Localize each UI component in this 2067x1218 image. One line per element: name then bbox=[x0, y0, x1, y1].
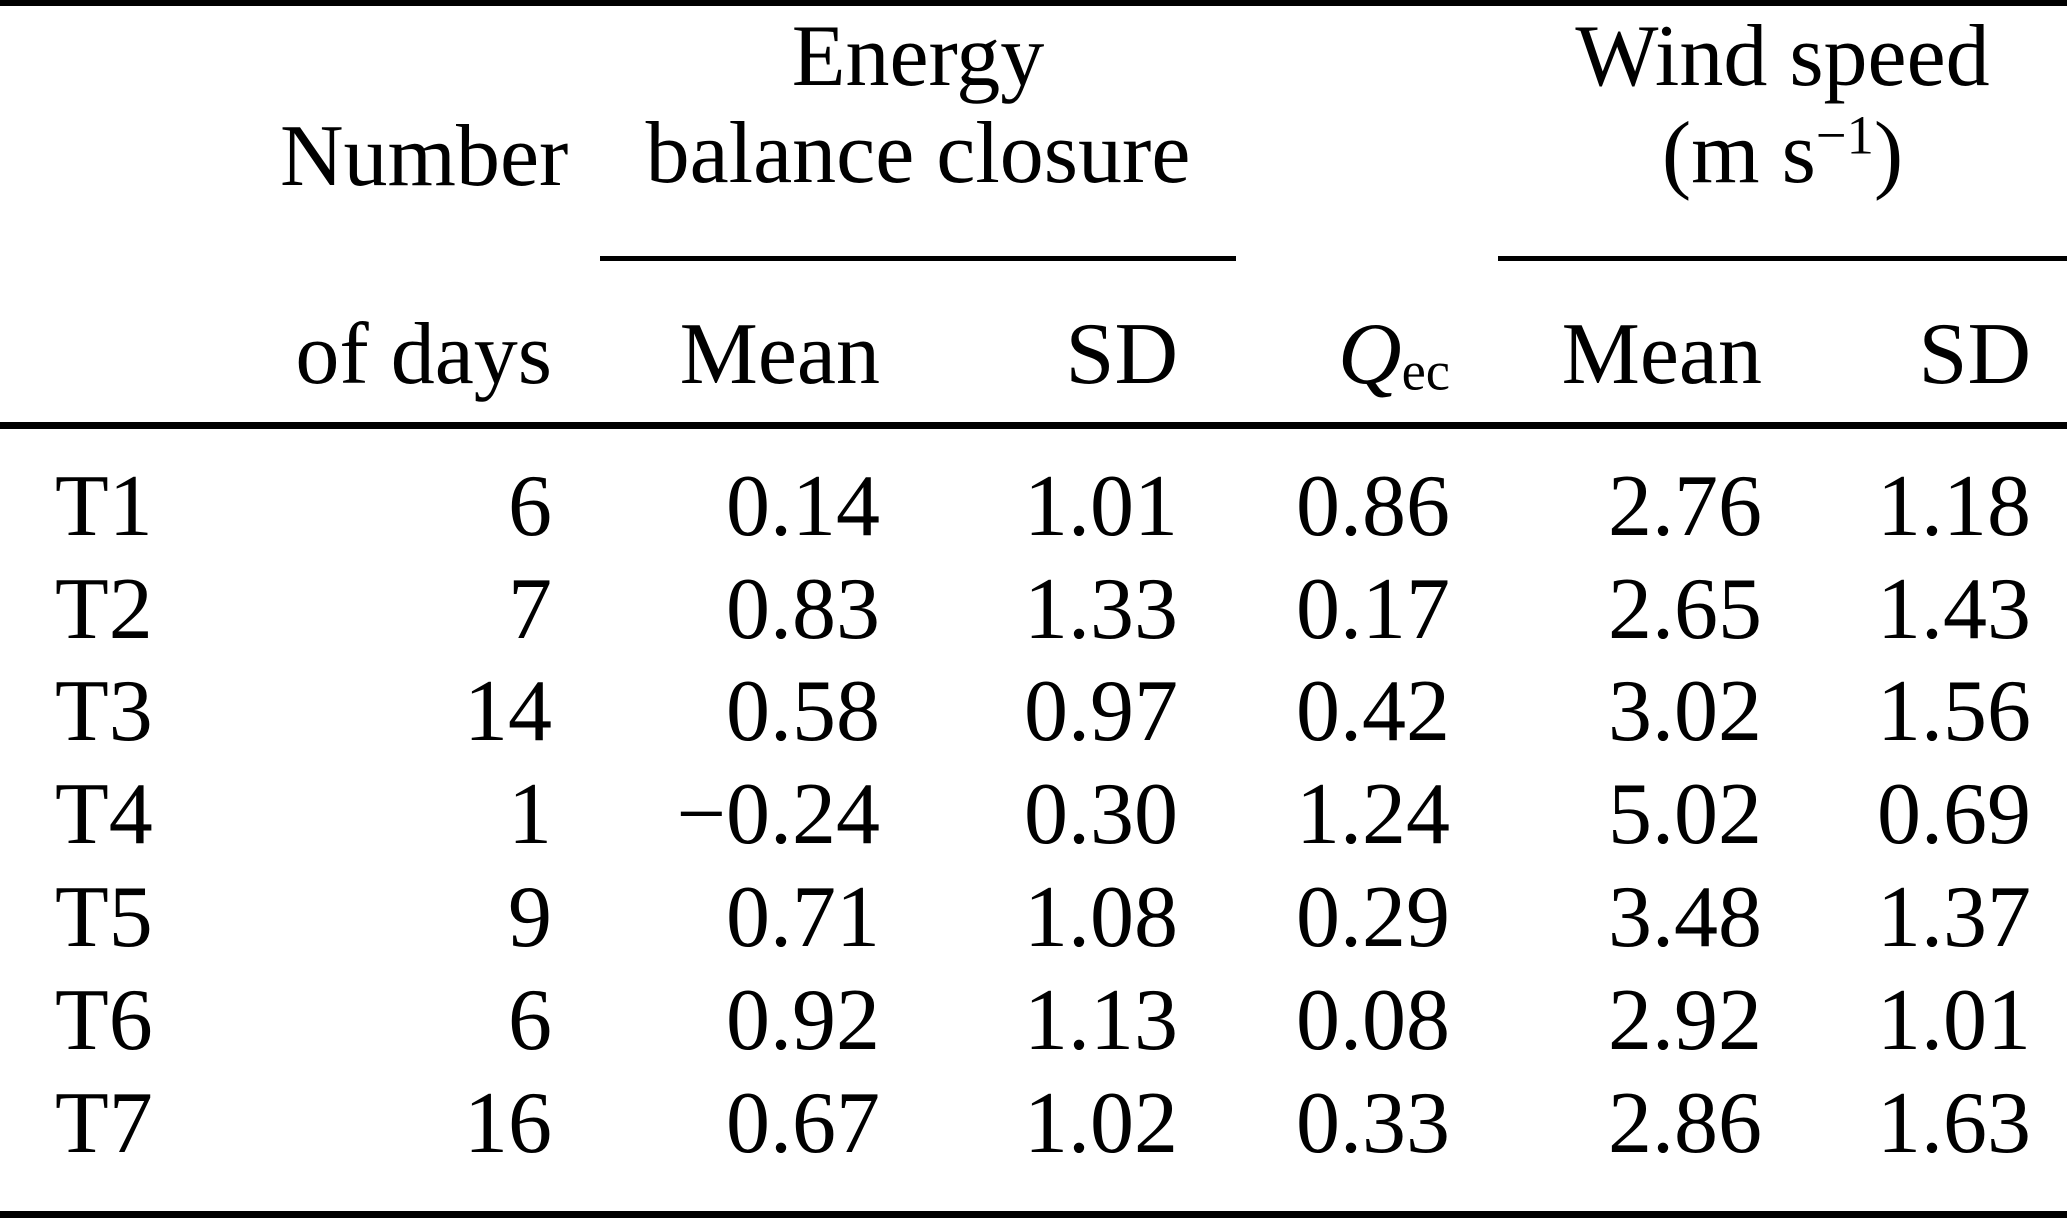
cell-ebc-mean: 0.67 bbox=[726, 1074, 880, 1172]
cell-ws-sd: 1.63 bbox=[1877, 1074, 2032, 1172]
header-empty-cell bbox=[0, 103, 280, 258]
header-ebc-mean: Mean bbox=[600, 258, 930, 429]
cell-ebc-mean: 0.92 bbox=[726, 971, 880, 1069]
spacer-cell bbox=[1498, 1170, 1815, 1214]
table-row: T6 6 0.92 1.13 0.08 2.92 1.01 bbox=[0, 964, 2067, 1067]
header-empty-cell bbox=[1236, 103, 1498, 258]
cell-ws-sd: 0.69 bbox=[1877, 766, 2032, 864]
cell-site: T6 bbox=[55, 971, 153, 1069]
cell-site: T1 bbox=[55, 457, 153, 555]
spacer-cell bbox=[1236, 1170, 1498, 1214]
cell-ebc-mean: 0.14 bbox=[726, 457, 880, 555]
cell-ws-sd: 1.37 bbox=[1877, 869, 2032, 967]
cell-qec: 0.17 bbox=[1296, 560, 1450, 658]
header-energy-balance-group-line2: balance closure bbox=[600, 103, 1236, 261]
header-row-column-labels: of days Mean SD Qec Mean SD bbox=[0, 258, 2067, 429]
cell-site: T7 bbox=[55, 1074, 153, 1172]
cell-days: 9 bbox=[508, 869, 552, 967]
cell-ws-sd: 1.56 bbox=[1877, 663, 2032, 761]
header-number-line1: Number bbox=[280, 107, 569, 205]
header-empty-cell bbox=[1236, 3, 1498, 103]
cell-ebc-sd: 1.33 bbox=[1024, 560, 1178, 658]
cell-ws-mean: 3.48 bbox=[1608, 869, 1762, 967]
table-row: T1 6 0.14 1.01 0.86 2.76 1.18 bbox=[0, 425, 2067, 553]
cell-ebc-sd: 1.01 bbox=[1024, 457, 1178, 555]
cell-ws-mean: 2.65 bbox=[1608, 560, 1762, 658]
cell-qec: 0.42 bbox=[1296, 663, 1450, 761]
cell-site: T3 bbox=[55, 663, 153, 761]
cell-ws-mean: 2.92 bbox=[1608, 971, 1762, 1069]
cell-days: 7 bbox=[508, 560, 552, 658]
cell-ebc-sd: 1.02 bbox=[1024, 1074, 1178, 1172]
header-energy-balance-group-line1: Energy bbox=[791, 7, 1045, 105]
cell-ebc-sd: 0.97 bbox=[1024, 663, 1178, 761]
header-wind-speed-group-line1: Wind speed bbox=[1575, 7, 1990, 105]
cell-ebc-sd: 1.13 bbox=[1024, 971, 1178, 1069]
cell-qec: 0.33 bbox=[1296, 1074, 1450, 1172]
wind-unit-open: (m s bbox=[1661, 105, 1816, 203]
spacer-row bbox=[0, 1170, 2067, 1214]
cell-ws-mean: 3.02 bbox=[1608, 663, 1762, 761]
header-row-group-subtitles: Number balance closure (m s−1) bbox=[0, 103, 2067, 261]
cell-ws-sd: 1.43 bbox=[1877, 560, 2032, 658]
header-row-group-titles: Energy Wind speed bbox=[0, 3, 2067, 103]
header-empty-cell bbox=[0, 258, 280, 429]
table-row: T2 7 0.83 1.33 0.17 2.65 1.43 bbox=[0, 553, 2067, 656]
cell-site: T4 bbox=[55, 766, 153, 864]
spacer-cell bbox=[1815, 1170, 2067, 1214]
cell-days: 1 bbox=[508, 766, 552, 864]
cell-ws-mean: 5.02 bbox=[1608, 766, 1762, 864]
cell-days: 6 bbox=[508, 971, 552, 1069]
header-ws-mean: Mean bbox=[1498, 258, 1815, 429]
cell-ws-sd: 1.18 bbox=[1877, 457, 2032, 555]
spacer-cell bbox=[600, 1170, 930, 1214]
spacer-cell bbox=[930, 1170, 1236, 1214]
cell-days: 16 bbox=[464, 1074, 552, 1172]
header-empty-cell bbox=[0, 3, 600, 103]
header-number-line2: of days bbox=[280, 258, 600, 429]
cell-qec: 1.24 bbox=[1296, 766, 1450, 864]
cell-ws-mean: 2.76 bbox=[1608, 457, 1762, 555]
cell-qec: 0.29 bbox=[1296, 869, 1450, 967]
header-ebc-sd: SD bbox=[930, 258, 1236, 429]
cell-days: 6 bbox=[508, 457, 552, 555]
cell-qec: 0.08 bbox=[1296, 971, 1450, 1069]
cell-ws-sd: 1.01 bbox=[1877, 971, 2032, 1069]
cell-site: T5 bbox=[55, 869, 153, 967]
table-header: Energy Wind speed Number balance closure… bbox=[0, 3, 2067, 429]
qec-symbol: Q bbox=[1338, 306, 1402, 404]
table-body: T1 6 0.14 1.01 0.86 2.76 1.18 T2 7 0.83 1.33 0.17 2.… bbox=[0, 425, 2067, 1215]
spacer-cell bbox=[280, 1170, 600, 1214]
cell-days: 14 bbox=[464, 663, 552, 761]
table-row: T4 1 −0.24 0.30 1.24 5.02 0.69 bbox=[0, 759, 2067, 862]
cell-site: T2 bbox=[55, 560, 153, 658]
spacer-cell bbox=[0, 1170, 280, 1214]
cell-ebc-sd: 0.30 bbox=[1024, 766, 1178, 864]
cell-ebc-sd: 1.08 bbox=[1024, 869, 1178, 967]
qec-subscript: ec bbox=[1401, 340, 1450, 402]
wind-unit-exponent: −1 bbox=[1815, 104, 1874, 166]
cell-ws-mean: 2.86 bbox=[1608, 1074, 1762, 1172]
header-qec: Qec bbox=[1236, 258, 1498, 429]
cell-ebc-mean: −0.24 bbox=[676, 766, 880, 864]
cell-ebc-mean: 0.83 bbox=[726, 560, 880, 658]
table-row: T5 9 0.71 1.08 0.29 3.48 1.37 bbox=[0, 862, 2067, 965]
cell-ebc-mean: 0.71 bbox=[726, 869, 880, 967]
header-wind-speed-unit: (m s−1) bbox=[1498, 103, 2067, 261]
table-row: T7 16 0.67 1.02 0.33 2.86 1.63 bbox=[0, 1067, 2067, 1170]
table-row: T3 14 0.58 0.97 0.42 3.02 1.56 bbox=[0, 656, 2067, 759]
wind-unit-close: ) bbox=[1873, 105, 1904, 203]
header-ws-sd: SD bbox=[1815, 258, 2067, 429]
cell-ebc-mean: 0.58 bbox=[726, 663, 880, 761]
cell-qec: 0.86 bbox=[1296, 457, 1450, 555]
